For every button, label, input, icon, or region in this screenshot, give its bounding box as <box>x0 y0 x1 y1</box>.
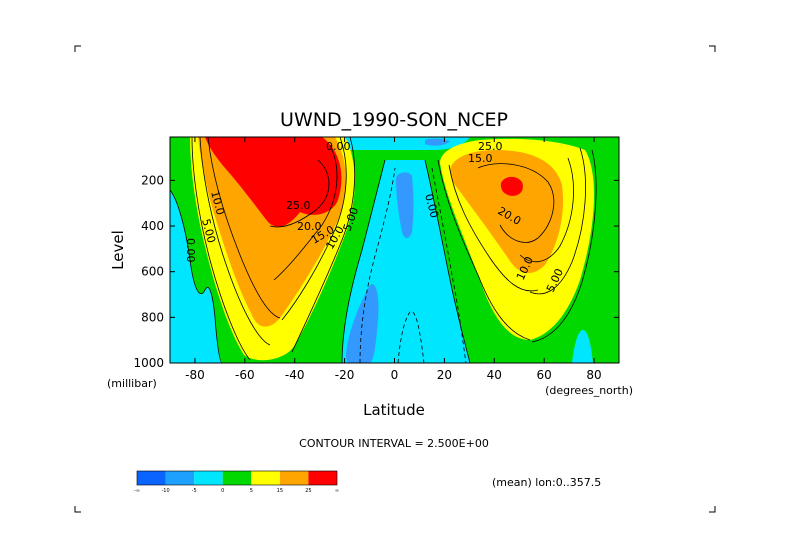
chart-title: UWND_1990-SON_NCEP <box>280 109 508 131</box>
region-red-south-jet <box>205 137 342 227</box>
colorbar-tick-label: 5 <box>250 488 253 494</box>
colorbar-swatch <box>137 471 166 485</box>
contour-label: 0.00 <box>326 140 351 153</box>
y-tick-label: 600 <box>141 265 164 279</box>
contour-interval-note: CONTOUR INTERVAL = 2.500E+00 <box>299 437 489 450</box>
region-blue-tropical-lower <box>346 284 379 363</box>
y-unit-label: (millibar) <box>107 377 157 390</box>
y-axis-label: Level <box>109 230 127 270</box>
contour-label: 10.0 <box>208 189 227 216</box>
contour-label: 0.00 <box>422 192 441 219</box>
colorbar-swatch <box>222 471 252 485</box>
x-tick-label: -60 <box>235 368 255 382</box>
colorbar-swatch <box>251 471 280 485</box>
y-tick-label: 400 <box>141 219 164 233</box>
subset-note: (mean) lon:0..357.5 <box>492 476 601 489</box>
colorbar-frame <box>136 470 338 486</box>
colorbar-swatch <box>308 471 337 485</box>
colorbar-tick-label: -5 <box>192 488 197 494</box>
contour-label: 25.0 <box>286 199 311 212</box>
contour-label: 15.0 <box>468 152 493 165</box>
x-axis-label: Latitude <box>363 401 425 419</box>
colorbar-tick-label: 15 <box>277 488 283 494</box>
contour-label: 0.00 <box>184 238 197 263</box>
y-tick-label: 200 <box>141 173 164 187</box>
colorbar-tick-label: -∞ <box>134 488 140 494</box>
region-orange-north-jet <box>450 150 564 274</box>
colorbar-tick-label: ∞ <box>335 488 339 494</box>
region-blue-top-cell <box>425 138 450 146</box>
x-tick-label: -20 <box>335 368 355 382</box>
region-cyan-north-surface <box>572 330 593 363</box>
region-blue-tropical-upper <box>396 172 414 238</box>
x-tick-label: 60 <box>537 368 552 382</box>
colorbar-tick-label: 25 <box>305 488 311 494</box>
colorbar-tick-label: -10 <box>161 488 169 494</box>
zero-contours <box>170 159 471 363</box>
region-cyan-south-polar <box>170 190 222 363</box>
region-cyan-top-strip <box>330 137 470 150</box>
dashed-contours <box>359 167 467 363</box>
x-unit-label: (degrees_north) <box>545 384 633 397</box>
contour-field: 25.0 20.0 15.0 10.0 5.00 5.00 10.0 0.00 … <box>170 137 619 363</box>
x-tick-label: -80 <box>185 368 205 382</box>
contour-label: 20.0 <box>297 220 322 233</box>
contour-label: 25.0 <box>478 140 503 153</box>
colorbar-swatch <box>165 471 195 485</box>
region-red-north-jet <box>500 176 523 196</box>
x-tick-label: 40 <box>487 368 502 382</box>
x-axis: -80 -60 -40 -20 0 20 40 60 80 <box>185 137 602 382</box>
x-tick-label: 20 <box>437 368 452 382</box>
contour-label: 5.00 <box>199 217 218 244</box>
y-tick-label: 1000 <box>133 356 164 370</box>
page-corner-marks <box>74 45 716 513</box>
contour-lines <box>191 137 597 361</box>
y-tick-label: 800 <box>141 310 164 324</box>
y-axis: 200 400 600 800 1000 <box>133 173 619 370</box>
colorbar: -∞ -10 -5 0 5 15 25 ∞ <box>134 470 339 494</box>
colorbar-swatch <box>279 471 309 485</box>
colorbar-swatch <box>194 471 223 485</box>
x-tick-label: 0 <box>391 368 399 382</box>
x-tick-label: -40 <box>285 368 305 382</box>
x-tick-label: 80 <box>586 368 601 382</box>
colorbar-tick-label: 0 <box>221 488 224 494</box>
